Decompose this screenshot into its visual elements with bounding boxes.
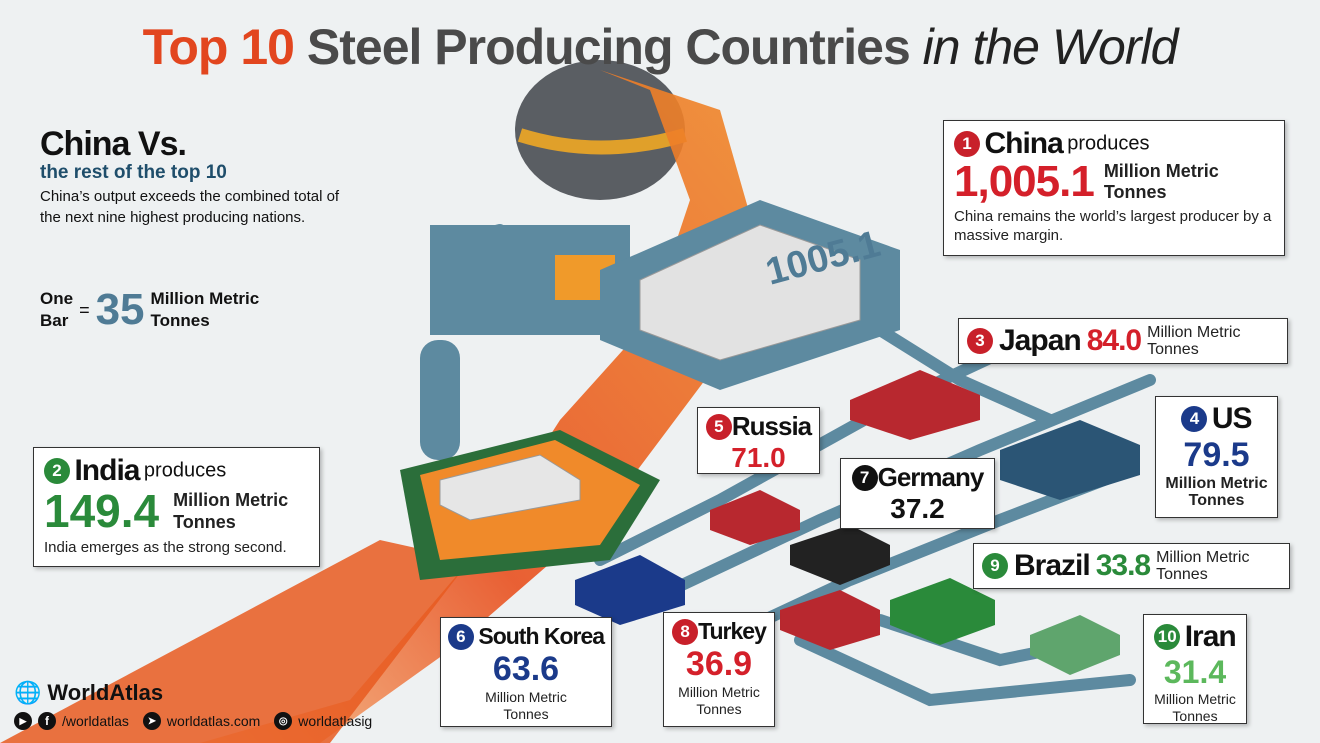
rank-badge: 3	[967, 328, 993, 354]
unit: Million Metric	[1147, 324, 1241, 341]
instagram-link[interactable]: worldatlasig	[298, 713, 373, 729]
country-value: 36.9	[685, 645, 753, 683]
unit: Million Metric	[1156, 549, 1250, 566]
country-card-us: 4 US 79.5 Million Metric Tonnes	[1155, 396, 1278, 518]
intro-subheading: the rest of the top 10	[40, 162, 227, 183]
molten-steel-stream	[200, 70, 760, 743]
verb: produces	[1067, 132, 1150, 155]
country-note: India emerges as the strong second.	[44, 539, 287, 556]
unit: Tonnes	[1156, 566, 1208, 583]
unit: Tonnes	[696, 701, 742, 717]
country-card-japan: 3 Japan 84.0 Million Metric Tonnes	[958, 318, 1288, 364]
unit: Million Metric	[678, 684, 760, 700]
unit: Tonnes	[503, 706, 549, 722]
rank-badge: 6	[447, 623, 474, 650]
ladle	[515, 60, 685, 200]
country-value: 1,005.1	[954, 157, 1095, 206]
verb: produces	[143, 459, 227, 482]
bar-value: 35	[95, 285, 145, 334]
youtube-icon[interactable]: ▶	[14, 712, 32, 730]
country-name: Germany	[877, 462, 985, 492]
rank-badge: 9	[982, 553, 1008, 579]
globe-icon: 🌐	[14, 680, 42, 705]
unit: Million Metric	[1165, 475, 1268, 492]
country-card-turkey: 8 Turkey 36.9 Million Metric Tonnes	[663, 612, 775, 727]
country-name: Iran	[1184, 620, 1237, 653]
country-name: Russia	[731, 411, 812, 441]
equals-sign: =	[79, 299, 90, 320]
rank-badge: 4	[1181, 406, 1208, 432]
bar-unit: Tonnes	[150, 311, 210, 330]
rank-badge: 5	[705, 413, 732, 440]
facebook-icon[interactable]: f	[38, 712, 56, 730]
country-card-china: 1 China produces 1,005.1 Million Metric To…	[943, 120, 1285, 256]
unit: Tonnes	[1188, 492, 1245, 509]
country-value: 37.2	[890, 493, 945, 524]
country-blocks	[575, 370, 1140, 675]
bar-label: Bar	[40, 311, 69, 330]
country-value: 33.8	[1095, 549, 1151, 582]
unit: Million Metric	[1154, 691, 1236, 707]
brand-name: WorldAtlas	[47, 680, 164, 705]
instagram-icon[interactable]: ◎	[274, 712, 293, 730]
country-card-germany: 7 Germany 37.2	[840, 458, 995, 529]
country-value: 79.5	[1183, 436, 1250, 474]
bar-legend: One Bar = 35 Million Metric Tonnes	[40, 285, 259, 335]
country-value: 31.4	[1163, 654, 1227, 690]
country-name: Brazil	[1014, 549, 1091, 582]
country-card-brazil: 9 Brazil 33.8 Million Metric Tonnes	[973, 543, 1290, 589]
brand-logo: 🌐 WorldAtlas	[14, 680, 163, 706]
rank-badge: 7	[851, 464, 878, 491]
country-value: 71.0	[731, 442, 786, 473]
rank-badge: 1	[954, 131, 980, 157]
country-name: Japan	[999, 324, 1082, 357]
country-card-india: 2 India produces 149.4 Million Metric Tonn…	[33, 447, 320, 567]
india-steel-bars	[439, 454, 581, 521]
tank	[420, 340, 460, 460]
country-value: 149.4	[44, 485, 160, 537]
unit: Tonnes	[1147, 341, 1199, 358]
country-card-russia: 5 Russia 71.0	[697, 407, 820, 474]
country-value: 84.0	[1086, 324, 1142, 357]
social-handle-link[interactable]: /worldatlas	[62, 713, 129, 729]
unit: Million Metric	[485, 689, 567, 705]
pipes	[434, 224, 1156, 707]
country-name: US	[1211, 402, 1253, 435]
rank-badge: 2	[44, 458, 70, 484]
intro-heading: China Vs.	[40, 125, 187, 163]
country-value: 63.6	[492, 650, 560, 688]
china-steel-bars	[639, 224, 861, 361]
intro-text: China’s output exceeds the combined tota…	[40, 188, 340, 226]
unit: Tonnes	[173, 512, 236, 532]
country-name: Turkey	[698, 618, 767, 644]
bar-label: One	[40, 289, 74, 308]
country-card-iran: 10 Iran 31.4 Million Metric Tonnes	[1143, 614, 1247, 724]
country-name: South Korea	[478, 623, 605, 649]
bar-unit: Million Metric	[150, 289, 260, 308]
unit: Million Metric	[1103, 161, 1219, 181]
intro-panel: China Vs. the rest of the top 10 China’s…	[40, 125, 360, 228]
rank-badge: 8	[672, 618, 699, 645]
rank-badge: 10	[1154, 624, 1181, 650]
website-link[interactable]: worldatlas.com	[166, 713, 261, 729]
unit: Tonnes	[1103, 182, 1167, 202]
cursor-icon: ➤	[142, 712, 161, 730]
unit: Tonnes	[1172, 708, 1218, 724]
unit: Million Metric	[173, 490, 289, 510]
country-note: China remains the world’s largest produc…	[954, 208, 1272, 244]
country-card-south-korea: 6 South Korea 63.6 Million Metric Tonnes	[440, 617, 612, 727]
page-title: Top 10 Steel Producing Countries in the …	[142, 19, 1179, 75]
social-links: ▶ f /worldatlas ➤ worldatlas.com ◎ world…	[14, 712, 372, 730]
country-name: China	[984, 127, 1063, 160]
country-name: India	[74, 454, 140, 487]
